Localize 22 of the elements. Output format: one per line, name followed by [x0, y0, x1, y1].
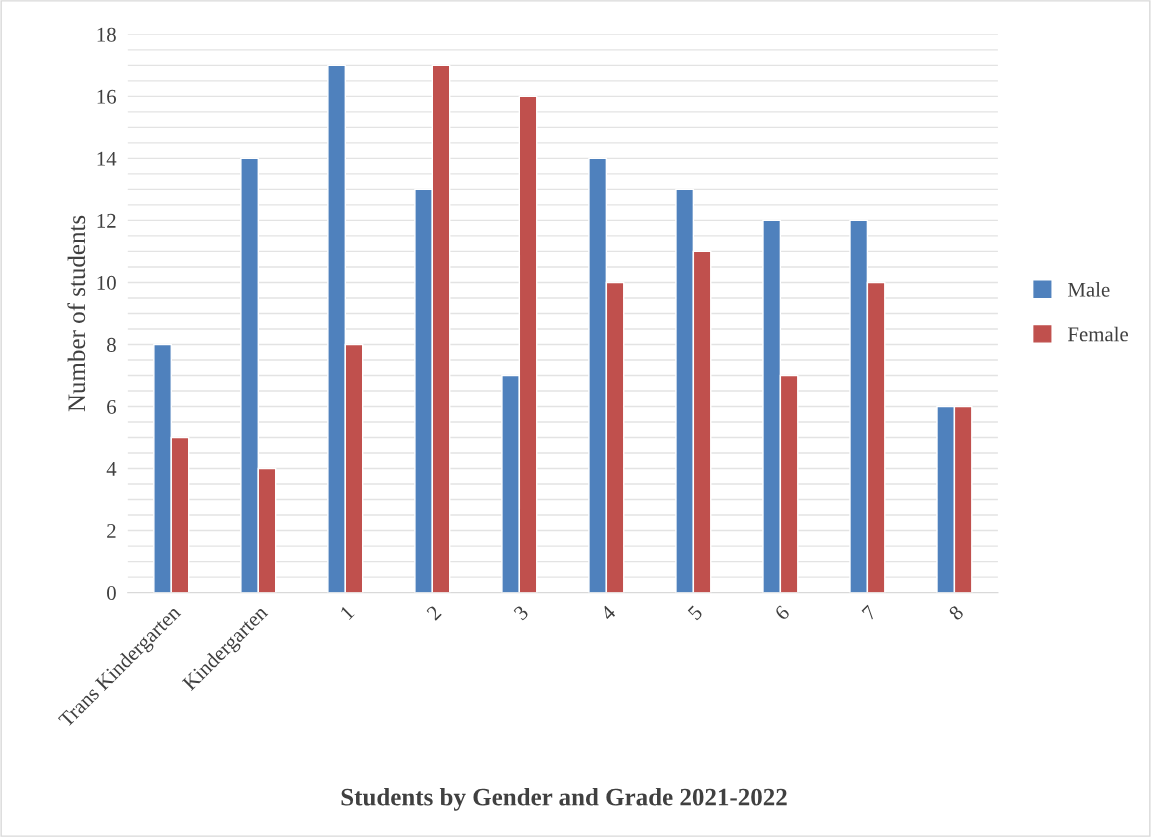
- y-tick-label: 4: [106, 462, 117, 476]
- x-tick-label: 2: [426, 604, 442, 621]
- x-tick-label: 1: [339, 605, 355, 620]
- y-tick-label: 18: [97, 27, 116, 42]
- y-tick-label: 8: [107, 337, 116, 352]
- y-tick-label: 0: [107, 585, 116, 601]
- legend-label: Female: [1068, 326, 1128, 342]
- text: Students by Gender and Grade 2021-2022: [341, 787, 787, 811]
- y-tick-label: 14: [97, 151, 117, 166]
- x-tick-label: 8: [948, 604, 965, 621]
- x-tick-label: 5: [687, 604, 704, 621]
- y-tick-label: 10: [97, 275, 116, 290]
- y-tick-label: 2: [107, 524, 116, 538]
- legend-label: Male: [1068, 282, 1110, 297]
- y-axis-title: Number of students: [67, 215, 86, 412]
- y-tick-label: 16: [97, 89, 117, 104]
- x-tick-label: 7: [861, 604, 878, 621]
- x-tick-label: 4: [599, 604, 617, 622]
- y-tick-label: 6: [107, 399, 117, 414]
- y-tick-label: 12: [97, 213, 116, 228]
- x-tick-label: 6: [774, 604, 791, 621]
- x-tick-label: 3: [513, 604, 530, 621]
